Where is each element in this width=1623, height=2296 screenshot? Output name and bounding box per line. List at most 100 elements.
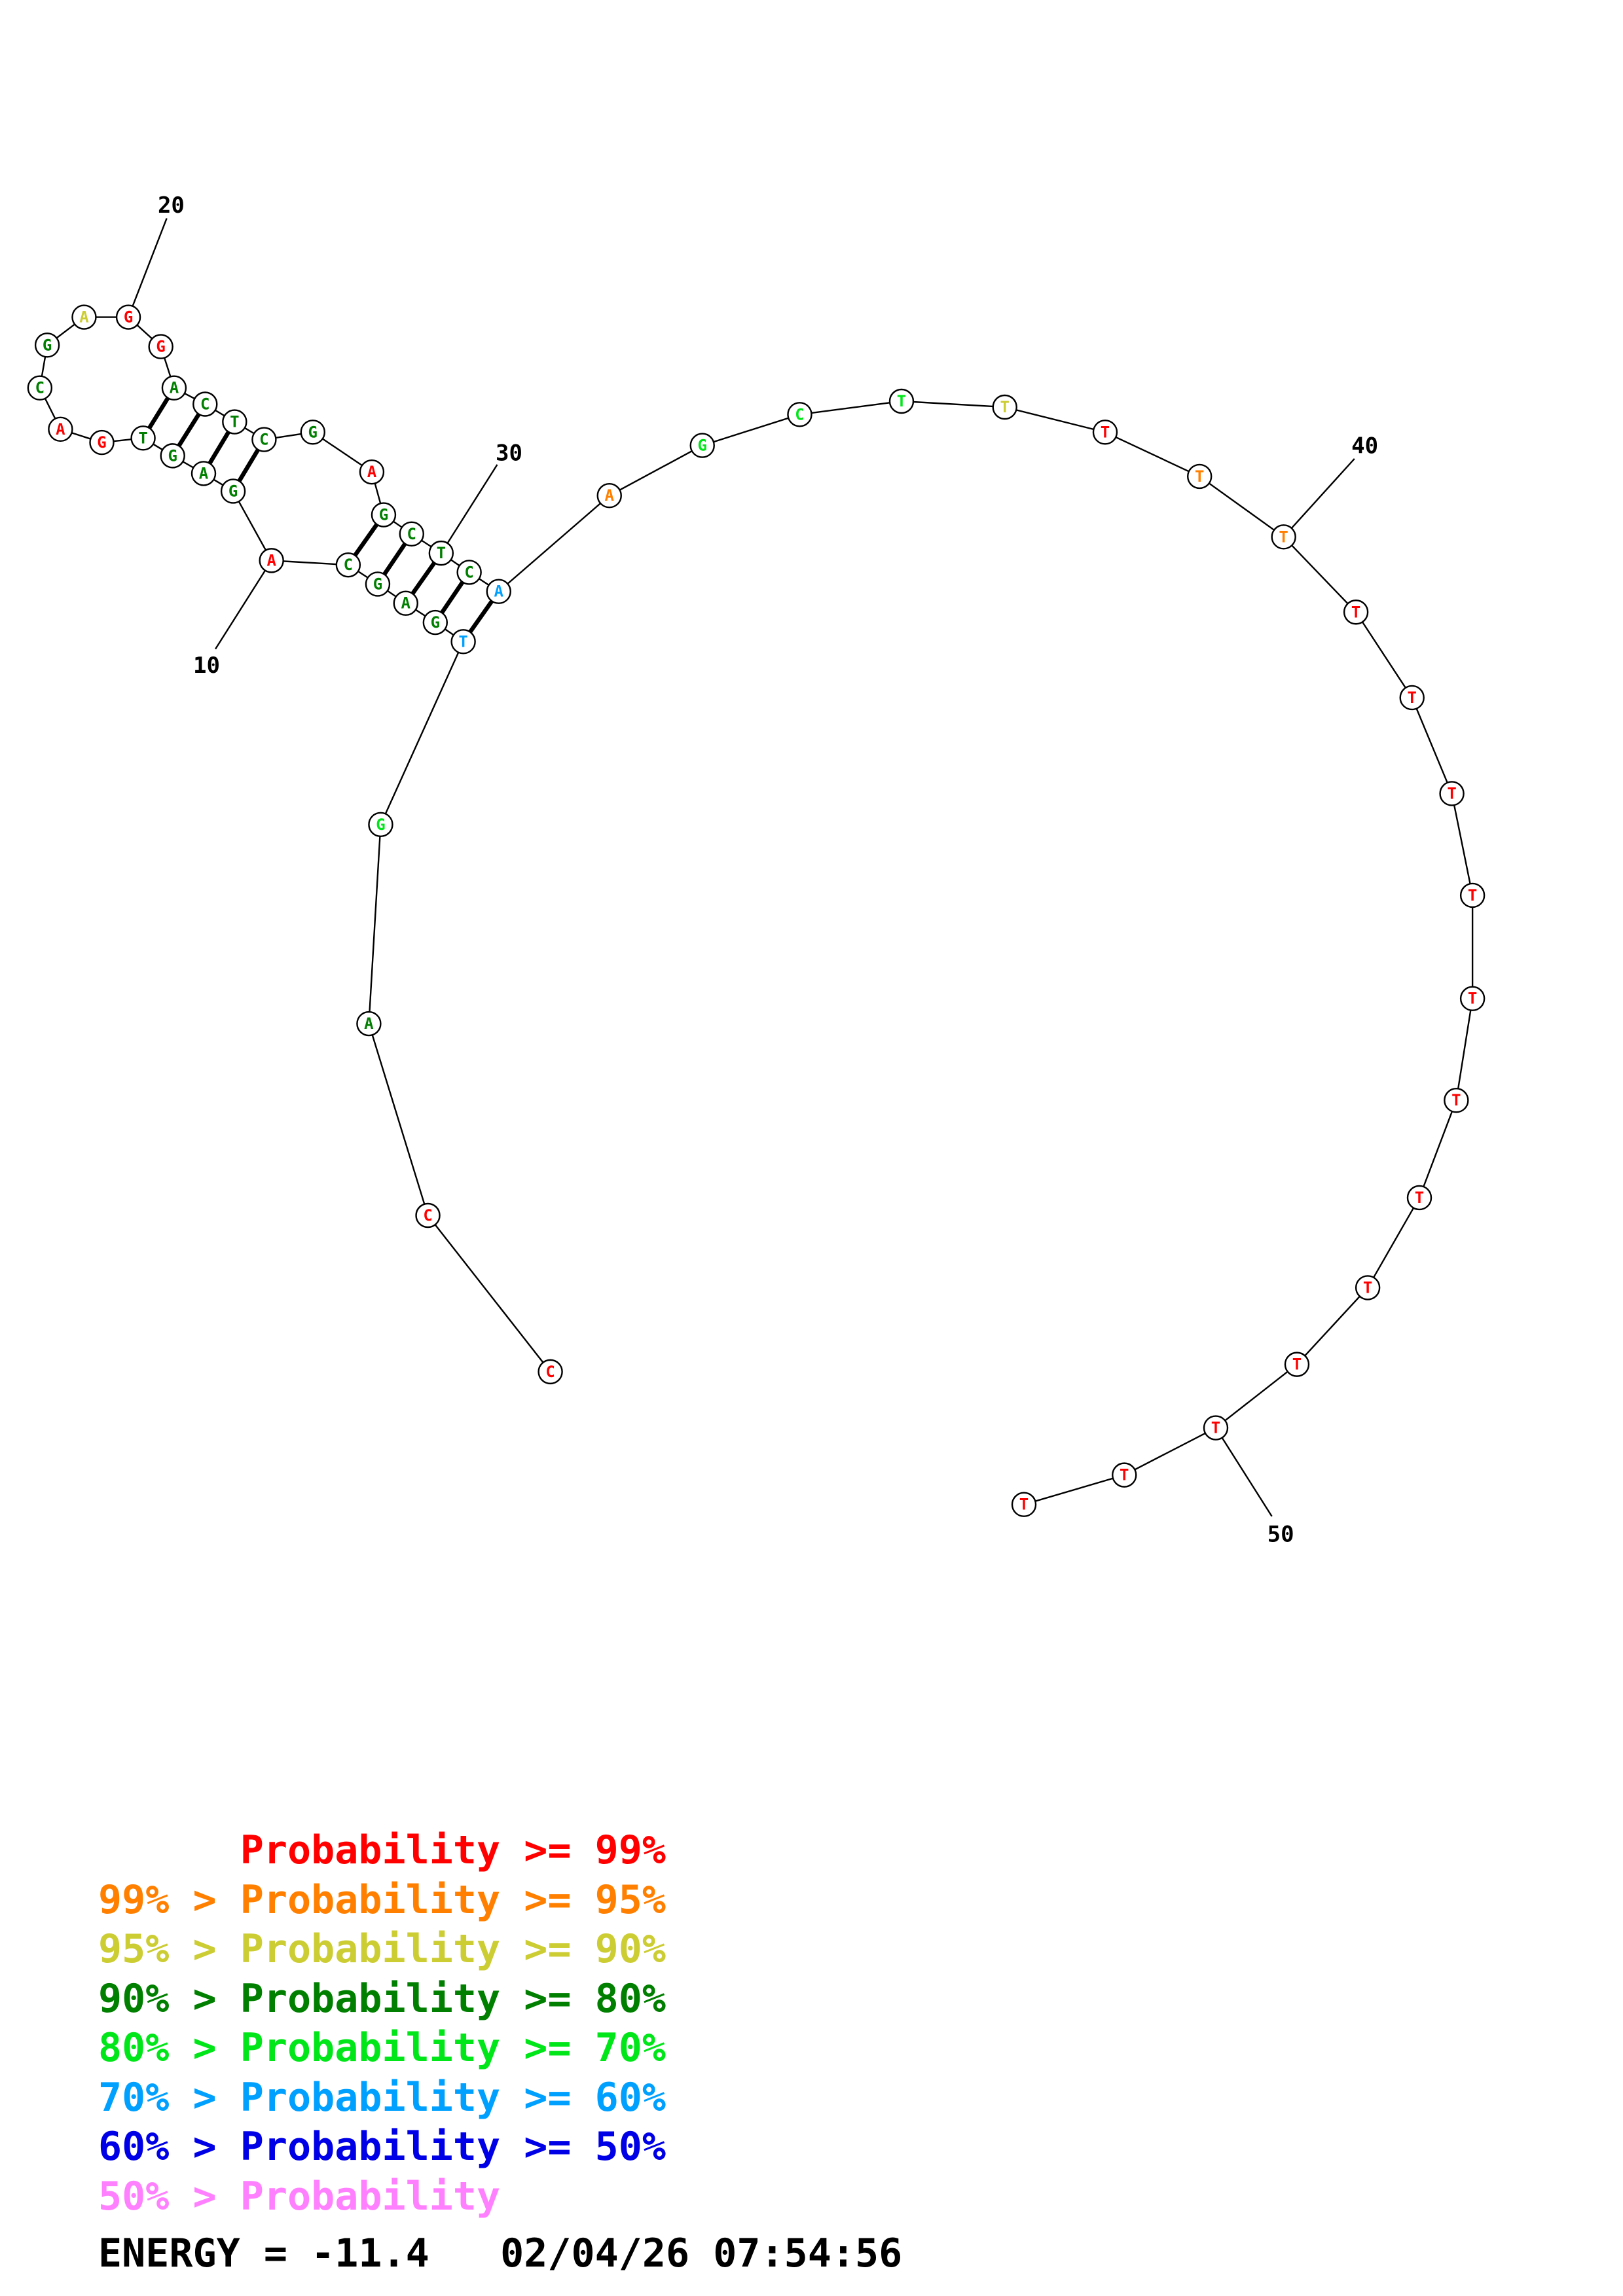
nucleotide-2: C bbox=[415, 1202, 441, 1229]
nucleotide-letter: C bbox=[423, 1206, 432, 1225]
legend-label: Probability bbox=[240, 2173, 501, 2219]
nucleotide-circle bbox=[191, 461, 217, 486]
position-tick bbox=[1283, 458, 1355, 538]
nucleotide-24: T bbox=[222, 409, 247, 435]
nucleotide-14: T bbox=[130, 425, 156, 451]
nucleotide-letter: T bbox=[1019, 1496, 1029, 1514]
nucleotide-circle bbox=[992, 394, 1017, 420]
nucleotide-circle bbox=[456, 560, 482, 585]
nucleotide-46: T bbox=[1444, 1088, 1469, 1113]
backbone-link bbox=[380, 641, 464, 825]
nucleotide-28: G bbox=[371, 502, 397, 528]
backbone-link bbox=[901, 400, 1005, 408]
nucleotide-19: A bbox=[71, 304, 97, 330]
nucleotide-letter: G bbox=[376, 816, 385, 834]
nucleotide-48: T bbox=[1355, 1275, 1381, 1300]
nucleotide-letter: T bbox=[897, 392, 906, 410]
nucleotide-letter: T bbox=[1101, 423, 1110, 441]
nucleotide-49: T bbox=[1284, 1352, 1310, 1377]
nucleotide-letter: C bbox=[795, 405, 804, 423]
nucleotide-circle bbox=[1459, 882, 1486, 908]
legend-label: Probability >= 70% bbox=[240, 2025, 666, 2071]
nucleotide-10: A bbox=[259, 548, 284, 573]
nucleotide-circle bbox=[1355, 1275, 1381, 1300]
backbone-link bbox=[1418, 1100, 1457, 1198]
backbone-link bbox=[498, 495, 610, 592]
nucleotide-letter: T bbox=[230, 413, 239, 431]
backbone-link bbox=[1451, 793, 1474, 896]
nucleotide-letter: G bbox=[228, 482, 238, 500]
legend-row: Probability >= 99% bbox=[98, 1826, 666, 1876]
nucleotide-39: T bbox=[1187, 463, 1213, 490]
nucleotide-circle bbox=[300, 420, 325, 445]
backbone-link bbox=[1367, 1197, 1421, 1289]
nucleotide-21: G bbox=[148, 334, 173, 359]
probability-legend: Probability >= 99% 99% > Probability >= 9… bbox=[98, 1826, 666, 2221]
nucleotide-34: G bbox=[689, 433, 715, 458]
nucleotide-circle bbox=[1444, 1088, 1469, 1113]
position-label: 50 bbox=[1267, 1522, 1294, 1548]
legend-row: 70% > Probability >= 60% bbox=[98, 2073, 666, 2123]
backbone-link bbox=[427, 1215, 551, 1372]
energy-value: ENERGY = -11.4 bbox=[98, 2231, 429, 2276]
position-label: 30 bbox=[496, 440, 522, 467]
nucleotide-letter: A bbox=[605, 486, 615, 505]
nucleotide-letter: T bbox=[1408, 689, 1417, 707]
nucleotide-23: C bbox=[192, 391, 218, 417]
backbone-link bbox=[1123, 1427, 1216, 1476]
nucleotide-letter: A bbox=[364, 1014, 374, 1033]
nucleotide-1: C bbox=[538, 1359, 563, 1385]
nucleotide-4: G bbox=[368, 812, 393, 837]
nucleotide-36: T bbox=[888, 388, 915, 414]
nucleotide-31: C bbox=[456, 560, 482, 585]
nucleotide-22: A bbox=[161, 375, 187, 401]
nucleotide-letter: T bbox=[1363, 1278, 1372, 1297]
nucleotide-15: G bbox=[89, 429, 115, 456]
backbone-link bbox=[1104, 431, 1200, 478]
legend-threshold: 50% > bbox=[98, 2173, 240, 2219]
nucleotide-letter: C bbox=[407, 525, 416, 543]
nucleotide-letter: C bbox=[200, 395, 210, 413]
nucleotide-circle bbox=[428, 540, 454, 566]
nucleotide-letter: G bbox=[373, 575, 382, 593]
nucleotide-43: T bbox=[1439, 781, 1465, 806]
nucleotide-29: C bbox=[399, 521, 424, 547]
nucleotide-circle bbox=[399, 521, 424, 547]
nucleotide-40: T bbox=[1271, 524, 1296, 550]
nucleotide-circle bbox=[251, 427, 277, 452]
nucleotide-letter: G bbox=[97, 433, 106, 452]
nucleotide-circle bbox=[222, 409, 247, 435]
legend-label: Probability >= 50% bbox=[240, 2124, 666, 2170]
legend-row: 95% > Probability >= 90% bbox=[98, 1925, 666, 1975]
nucleotide-51: T bbox=[1112, 1462, 1137, 1488]
nucleotide-50: T bbox=[1203, 1415, 1229, 1441]
nucleotide-circle bbox=[71, 304, 97, 330]
nucleotide-letter: G bbox=[156, 338, 165, 356]
nucleotide-circle bbox=[538, 1359, 563, 1385]
nucleotide-circle bbox=[1187, 463, 1213, 490]
nucleotide-circle bbox=[1203, 1415, 1229, 1441]
timestamp: 02/04/26 07:54:56 bbox=[500, 2231, 903, 2276]
position-label: 20 bbox=[158, 192, 185, 219]
backbone-link bbox=[1004, 406, 1106, 433]
nucleotide-circle bbox=[259, 548, 284, 573]
nucleotide-circle bbox=[359, 459, 385, 485]
nucleotide-45: T bbox=[1459, 986, 1486, 1011]
nucleotide-letter: G bbox=[308, 423, 318, 441]
nucleotide-letter: G bbox=[124, 308, 133, 327]
legend-threshold: 60% > bbox=[98, 2124, 240, 2170]
legend-row: 99% > Probability >= 95% bbox=[98, 1876, 666, 1926]
nucleotide-circle bbox=[48, 416, 73, 442]
nucleotide-letter: G bbox=[168, 446, 177, 465]
legend-row: 60% > Probability >= 50% bbox=[98, 2123, 666, 2172]
legend-label: Probability >= 90% bbox=[240, 1926, 666, 1972]
nucleotide-25: C bbox=[251, 427, 277, 452]
nucleotide-47: T bbox=[1406, 1185, 1432, 1211]
nucleotide-circle bbox=[34, 332, 60, 358]
legend-row: 50% > Probability bbox=[98, 2172, 666, 2222]
nucleotide-circle bbox=[596, 483, 622, 509]
nucleotide-circle bbox=[1112, 1462, 1137, 1488]
nucleotide-42: T bbox=[1399, 685, 1425, 711]
backbone-link bbox=[1215, 1363, 1298, 1429]
